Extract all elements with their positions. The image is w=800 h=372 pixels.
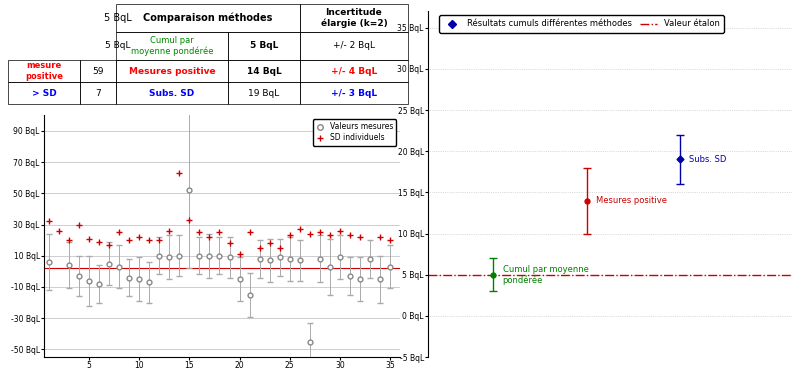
Text: 5 BqL: 5 BqL bbox=[106, 41, 130, 50]
Text: 59: 59 bbox=[92, 67, 104, 76]
Bar bbox=[300, 4, 408, 32]
Text: Mesures positive: Mesures positive bbox=[596, 196, 667, 205]
Legend: Valeurs mesures, SD individuels: Valeurs mesures, SD individuels bbox=[313, 119, 396, 145]
Text: 14 BqL: 14 BqL bbox=[246, 67, 282, 76]
Bar bbox=[228, 32, 300, 60]
Text: +/- 4 BqL: +/- 4 BqL bbox=[331, 67, 377, 76]
Bar bbox=[228, 82, 300, 104]
Bar bbox=[228, 60, 300, 82]
Text: > SD: > SD bbox=[32, 89, 56, 97]
Bar bbox=[300, 32, 408, 60]
Text: mesure
positive: mesure positive bbox=[25, 61, 63, 81]
Text: Mesures positive: Mesures positive bbox=[129, 67, 215, 76]
Text: Cumul par moyenne
pondérée: Cumul par moyenne pondérée bbox=[502, 265, 589, 285]
Text: 5 BqL: 5 BqL bbox=[250, 41, 278, 50]
Text: 7: 7 bbox=[95, 89, 101, 97]
Text: 5 BqL: 5 BqL bbox=[104, 13, 132, 23]
Bar bbox=[116, 4, 300, 32]
Bar bbox=[116, 82, 228, 104]
Bar bbox=[300, 82, 408, 104]
Bar bbox=[8, 60, 80, 82]
Text: +/- 3 BqL: +/- 3 BqL bbox=[331, 89, 377, 97]
Legend: Résultats cumuls différentes méthodes, Valeur étalon: Résultats cumuls différentes méthodes, V… bbox=[439, 15, 724, 33]
Bar bbox=[80, 82, 116, 104]
Bar bbox=[8, 82, 80, 104]
Bar bbox=[116, 60, 228, 82]
Bar bbox=[116, 32, 228, 60]
Bar bbox=[80, 60, 116, 82]
Text: +/- 2 BqL: +/- 2 BqL bbox=[333, 41, 375, 50]
Text: Comparaison méthodes: Comparaison méthodes bbox=[143, 13, 273, 23]
Text: Cumul par
moyenne pondérée: Cumul par moyenne pondérée bbox=[130, 36, 214, 56]
Text: Subs. SD: Subs. SD bbox=[150, 89, 194, 97]
Text: Subs. SD: Subs. SD bbox=[690, 155, 726, 164]
Bar bbox=[300, 60, 408, 82]
Text: 19 BqL: 19 BqL bbox=[248, 89, 280, 97]
Text: Incertitude
élargie (k=2): Incertitude élargie (k=2) bbox=[321, 8, 387, 28]
